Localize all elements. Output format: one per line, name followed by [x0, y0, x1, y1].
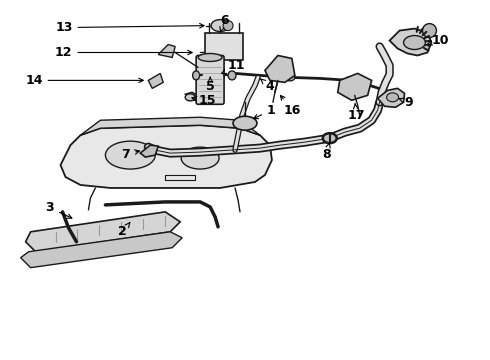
Ellipse shape [198, 54, 222, 62]
Polygon shape [390, 28, 432, 55]
Ellipse shape [202, 69, 224, 82]
Polygon shape [25, 212, 180, 252]
Circle shape [422, 24, 437, 37]
Polygon shape [158, 45, 175, 58]
Text: 5: 5 [206, 77, 215, 93]
Text: 6: 6 [220, 14, 229, 32]
Ellipse shape [404, 36, 425, 50]
Text: 13: 13 [55, 21, 204, 34]
Text: 16: 16 [280, 95, 301, 117]
Ellipse shape [233, 116, 257, 130]
Polygon shape [21, 232, 182, 268]
Polygon shape [80, 117, 260, 135]
Text: 14: 14 [25, 74, 143, 87]
Polygon shape [140, 145, 158, 157]
Ellipse shape [387, 93, 398, 102]
Ellipse shape [323, 133, 337, 143]
Ellipse shape [193, 71, 199, 80]
Ellipse shape [185, 94, 195, 101]
Text: 9: 9 [399, 96, 413, 109]
Ellipse shape [181, 147, 219, 169]
Text: 4: 4 [260, 78, 274, 93]
Text: 10: 10 [428, 34, 449, 47]
Polygon shape [148, 73, 163, 88]
Ellipse shape [211, 20, 229, 32]
Text: 3: 3 [46, 201, 72, 218]
Text: 11: 11 [221, 59, 245, 73]
FancyBboxPatch shape [196, 55, 224, 104]
Text: 7: 7 [122, 148, 139, 161]
Polygon shape [265, 55, 295, 82]
Text: 8: 8 [322, 142, 330, 161]
Text: 15: 15 [192, 94, 216, 107]
Polygon shape [338, 73, 371, 100]
Ellipse shape [228, 71, 236, 80]
Ellipse shape [345, 77, 355, 84]
Text: 2: 2 [119, 222, 130, 238]
Ellipse shape [285, 74, 295, 81]
Polygon shape [61, 125, 272, 188]
FancyBboxPatch shape [205, 32, 243, 60]
Polygon shape [378, 88, 405, 107]
Text: 1: 1 [254, 104, 276, 119]
Text: 12: 12 [55, 46, 192, 59]
Circle shape [223, 21, 233, 31]
Ellipse shape [105, 141, 155, 169]
Text: 17: 17 [348, 103, 365, 122]
